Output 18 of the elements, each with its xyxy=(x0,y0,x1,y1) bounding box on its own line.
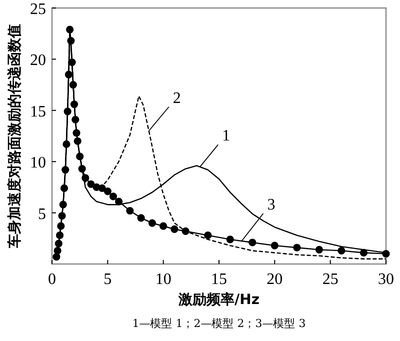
x-tick-label: 10 xyxy=(155,271,172,288)
y-tick-label: 25 xyxy=(30,1,46,18)
annotation: 1 xyxy=(222,128,230,145)
y-tick-label: 15 xyxy=(30,103,46,120)
x-tick-label: 15 xyxy=(211,271,227,288)
y-tick-label: 5 xyxy=(38,206,46,223)
x-tick-label: 20 xyxy=(266,271,283,288)
y-tick-label: 10 xyxy=(30,154,46,172)
x-tick-label: 30 xyxy=(378,271,394,288)
annotation: 3 xyxy=(267,196,276,214)
x-axis-title: 激励频率/Hz xyxy=(178,291,260,308)
x-tick-label: 0 xyxy=(48,271,56,288)
text: 1—模型 1；2—模型 2；3—模型 3 xyxy=(132,317,306,330)
y-tick-label: 20 xyxy=(30,52,46,70)
x-tick-label: 5 xyxy=(104,271,112,288)
y-axis-title: 车身加速度对路面激励的传递函数值 xyxy=(6,24,23,249)
annotation: 2 xyxy=(172,90,181,107)
x-tick-label: 25 xyxy=(322,271,338,288)
